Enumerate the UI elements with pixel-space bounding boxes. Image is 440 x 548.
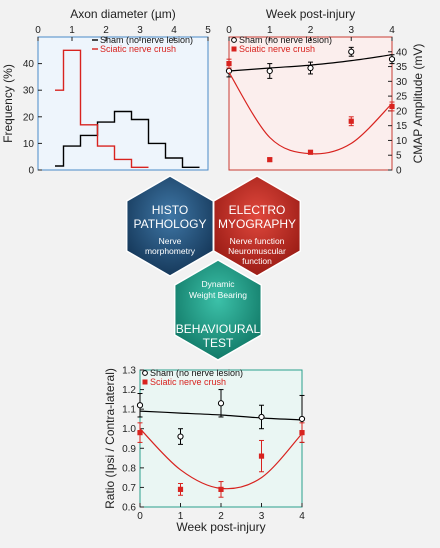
y-tick-label: 0 <box>396 166 402 177</box>
legend-marker <box>142 379 148 385</box>
data-point <box>267 157 273 163</box>
hexagon-title: BEHAVIOURAL <box>176 322 261 336</box>
hexagon-shape <box>212 175 302 277</box>
x-tick-label: 0 <box>226 25 232 36</box>
hexagon-subtitle: Nerve function <box>230 236 285 246</box>
hexagon-subtitle: morphometry <box>145 246 196 256</box>
hexagon-subtitle: Dynamic <box>201 279 235 289</box>
data-point <box>388 56 396 63</box>
y-tick-label: 0.8 <box>122 463 136 474</box>
y-tick-label: 40 <box>23 59 35 70</box>
legend-label: Sham (no nerve lesion) <box>239 35 332 45</box>
hexagon-title: ELECTRO <box>229 203 286 217</box>
y-tick-label: 0.9 <box>122 444 136 455</box>
data-point <box>258 453 265 459</box>
x-axis-label: Axon diameter (µm) <box>70 7 176 21</box>
x-axis-label: Week post-injury <box>266 7 355 21</box>
weight-bearing-ratio-chart: 0 1 2 3 4 Week post-injury 0.6 0.7 0.8 0.9 1.0 1.1 1… <box>103 366 305 535</box>
legend-marker <box>231 46 237 52</box>
x-tick-label: 2 <box>218 511 224 522</box>
y-tick-label: 25 <box>396 92 408 103</box>
hexagon-subtitle: Nerve <box>159 236 182 246</box>
x-tick-label: 0 <box>35 25 41 36</box>
x-tick-label: 2 <box>308 25 314 36</box>
x-tick-label: 3 <box>259 511 265 522</box>
x-tick-label: 5 <box>205 25 211 36</box>
x-tick-label: 1 <box>178 511 184 522</box>
hexagon-title: PATHOLOGY <box>134 217 207 231</box>
y-tick-label: 10 <box>23 139 35 150</box>
y-tick-label: 1.2 <box>122 385 136 396</box>
data-point <box>258 413 265 421</box>
x-tick-label: 1 <box>69 25 75 36</box>
y-tick-label: 40 <box>396 47 408 58</box>
y-tick-label: 0 <box>28 166 34 177</box>
data-point <box>389 103 395 110</box>
data-point <box>348 48 355 55</box>
data-point <box>136 402 144 409</box>
x-tick-label: 4 <box>389 25 395 36</box>
hexagon-subtitle: Neuromuscular <box>228 246 286 256</box>
cmap-amplitude-chart: 0 1 2 3 4 Week post-injury 0 5 10 15 20 25 30 35 40 CMA… <box>225 7 425 177</box>
hexagon-subtitle: Weight Bearing <box>189 290 247 300</box>
x-tick-label: 4 <box>171 25 177 36</box>
x-tick-label: 3 <box>137 25 143 36</box>
y-tick-label: 1.1 <box>122 405 136 416</box>
legend-marker <box>142 370 148 376</box>
legend-label: Sciatic nerve crush <box>150 377 226 387</box>
y-tick-label: 0.7 <box>122 483 136 494</box>
y-axis-label: CMAP Amplitude (mV) <box>411 44 425 164</box>
axon-diameter-histogram: 0 1 2 3 4 5 Axon diameter (µm) 0 10 20 30 40 Frequen… <box>1 7 211 177</box>
data-point <box>217 400 225 407</box>
legend-label: Sham (no nerve lesion) <box>150 368 243 378</box>
data-point <box>218 486 224 492</box>
data-point <box>137 430 143 436</box>
hexagon-title: HISTO <box>152 203 188 217</box>
y-axis-label: Frequency (%) <box>1 64 15 143</box>
y-tick-label: 0.6 <box>122 503 136 514</box>
y-tick-label: 10 <box>396 136 408 147</box>
hexagon-title: TEST <box>203 336 234 350</box>
y-tick-label: 30 <box>23 86 35 97</box>
x-tick-label: 4 <box>299 511 305 522</box>
y-tick-label: 30 <box>396 77 408 88</box>
x-tick-label: 3 <box>348 25 354 36</box>
legend-label: Sciatic nerve crush <box>239 44 315 54</box>
hexagon-subtitle: function <box>242 256 272 266</box>
data-point <box>307 149 314 155</box>
y-tick-label: 1.0 <box>122 424 136 435</box>
y-tick-label: 1.3 <box>122 366 136 377</box>
plot-area <box>37 36 209 171</box>
legend-label: Sciatic nerve crush <box>100 44 176 54</box>
y-tick-label: 20 <box>396 106 408 117</box>
data-point <box>177 486 184 492</box>
hexagon-title: MYOGRAPHY <box>218 217 296 231</box>
data-point <box>299 430 305 436</box>
data-point <box>348 118 354 124</box>
hexagon-shape <box>173 259 263 361</box>
y-tick-label: 5 <box>396 151 402 162</box>
x-tick-label: 1 <box>267 25 273 36</box>
y-axis-label: Ratio (Ipsi / Contra-lateral) <box>103 368 117 509</box>
x-tick-label: 2 <box>103 25 109 36</box>
data-point <box>298 415 306 423</box>
y-tick-label: 15 <box>396 121 408 132</box>
x-tick-label: 0 <box>137 511 143 522</box>
data-point <box>226 61 232 67</box>
y-tick-label: 20 <box>23 112 35 123</box>
legend-label: Sham (no nerve lesion) <box>100 35 193 45</box>
data-point <box>307 64 314 72</box>
histogram-series-line <box>55 49 149 169</box>
histogram-series-line <box>55 110 200 169</box>
data-point <box>266 67 273 75</box>
y-tick-label: 35 <box>396 62 408 73</box>
legend-marker <box>231 37 237 43</box>
data-point <box>177 433 184 440</box>
x-axis-label: Week post-injury <box>176 520 265 534</box>
